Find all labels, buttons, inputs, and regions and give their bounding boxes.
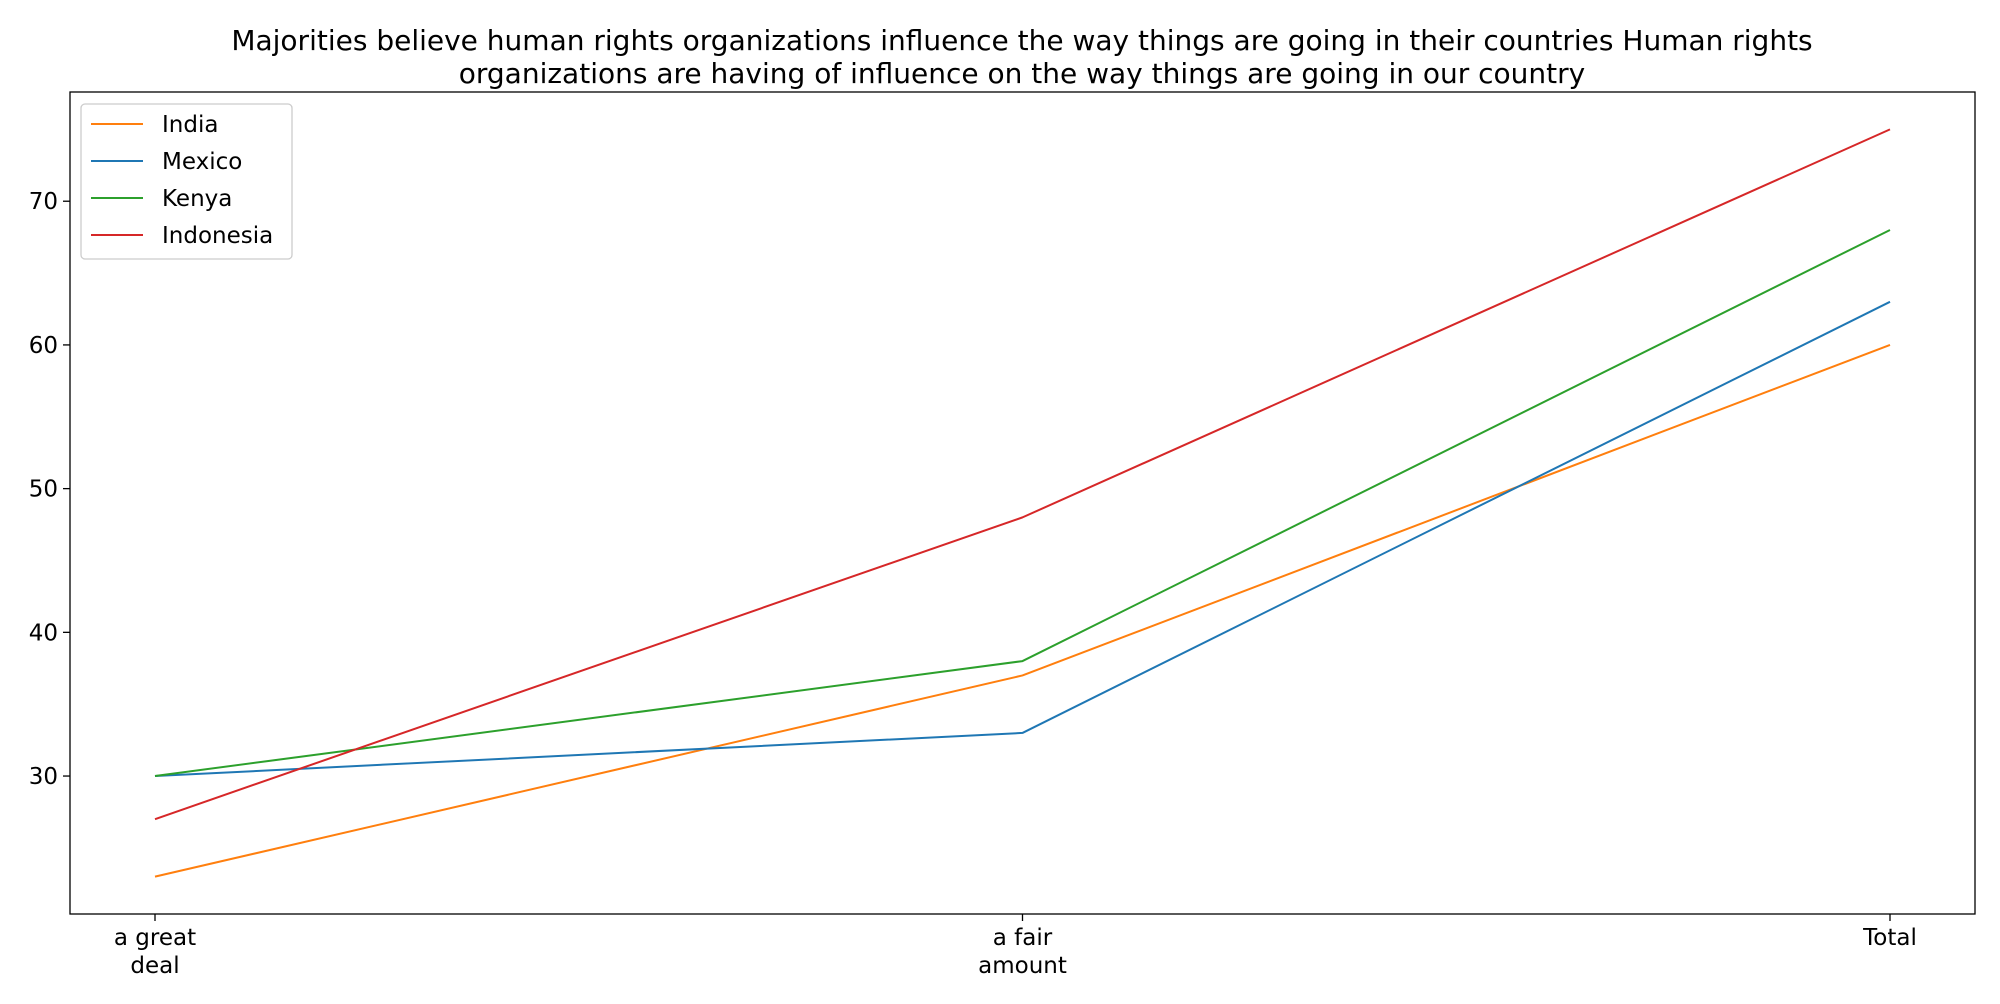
series-lines bbox=[154, 128, 1891, 878]
legend-label: Indonesia bbox=[162, 223, 273, 249]
chart-title-line: organizations are having of influence on… bbox=[459, 57, 1585, 90]
y-tick-label: 40 bbox=[29, 620, 58, 646]
x-tick-label: Total bbox=[1862, 925, 1917, 951]
chart-title-line: Majorities believe human rights organiza… bbox=[231, 24, 1812, 57]
y-tick-label: 30 bbox=[29, 764, 58, 790]
legend-label: Kenya bbox=[162, 186, 232, 212]
legend-box bbox=[80, 103, 293, 260]
legend-label: Mexico bbox=[162, 149, 242, 175]
y-tick-label: 70 bbox=[29, 189, 58, 215]
x-tick-label: a fair bbox=[993, 925, 1053, 951]
y-axis: 30 40 50 60 70 bbox=[29, 189, 70, 790]
legend: India Mexico Kenya Indonesia bbox=[80, 103, 293, 260]
series-line-mexico bbox=[154, 300, 1891, 778]
series-line-kenya bbox=[154, 229, 1891, 778]
x-tick-label: a great bbox=[114, 925, 196, 951]
series-line-india bbox=[154, 343, 1891, 878]
chart-title: Majorities believe human rights organiza… bbox=[231, 24, 1812, 90]
y-tick-label: 60 bbox=[29, 333, 58, 359]
legend-label: India bbox=[162, 112, 218, 138]
x-tick-label: amount bbox=[978, 953, 1067, 979]
plot-area-frame bbox=[69, 91, 1976, 915]
x-tick-label: deal bbox=[130, 953, 179, 979]
y-tick-label: 50 bbox=[29, 477, 58, 503]
series-line-indonesia bbox=[154, 128, 1891, 821]
